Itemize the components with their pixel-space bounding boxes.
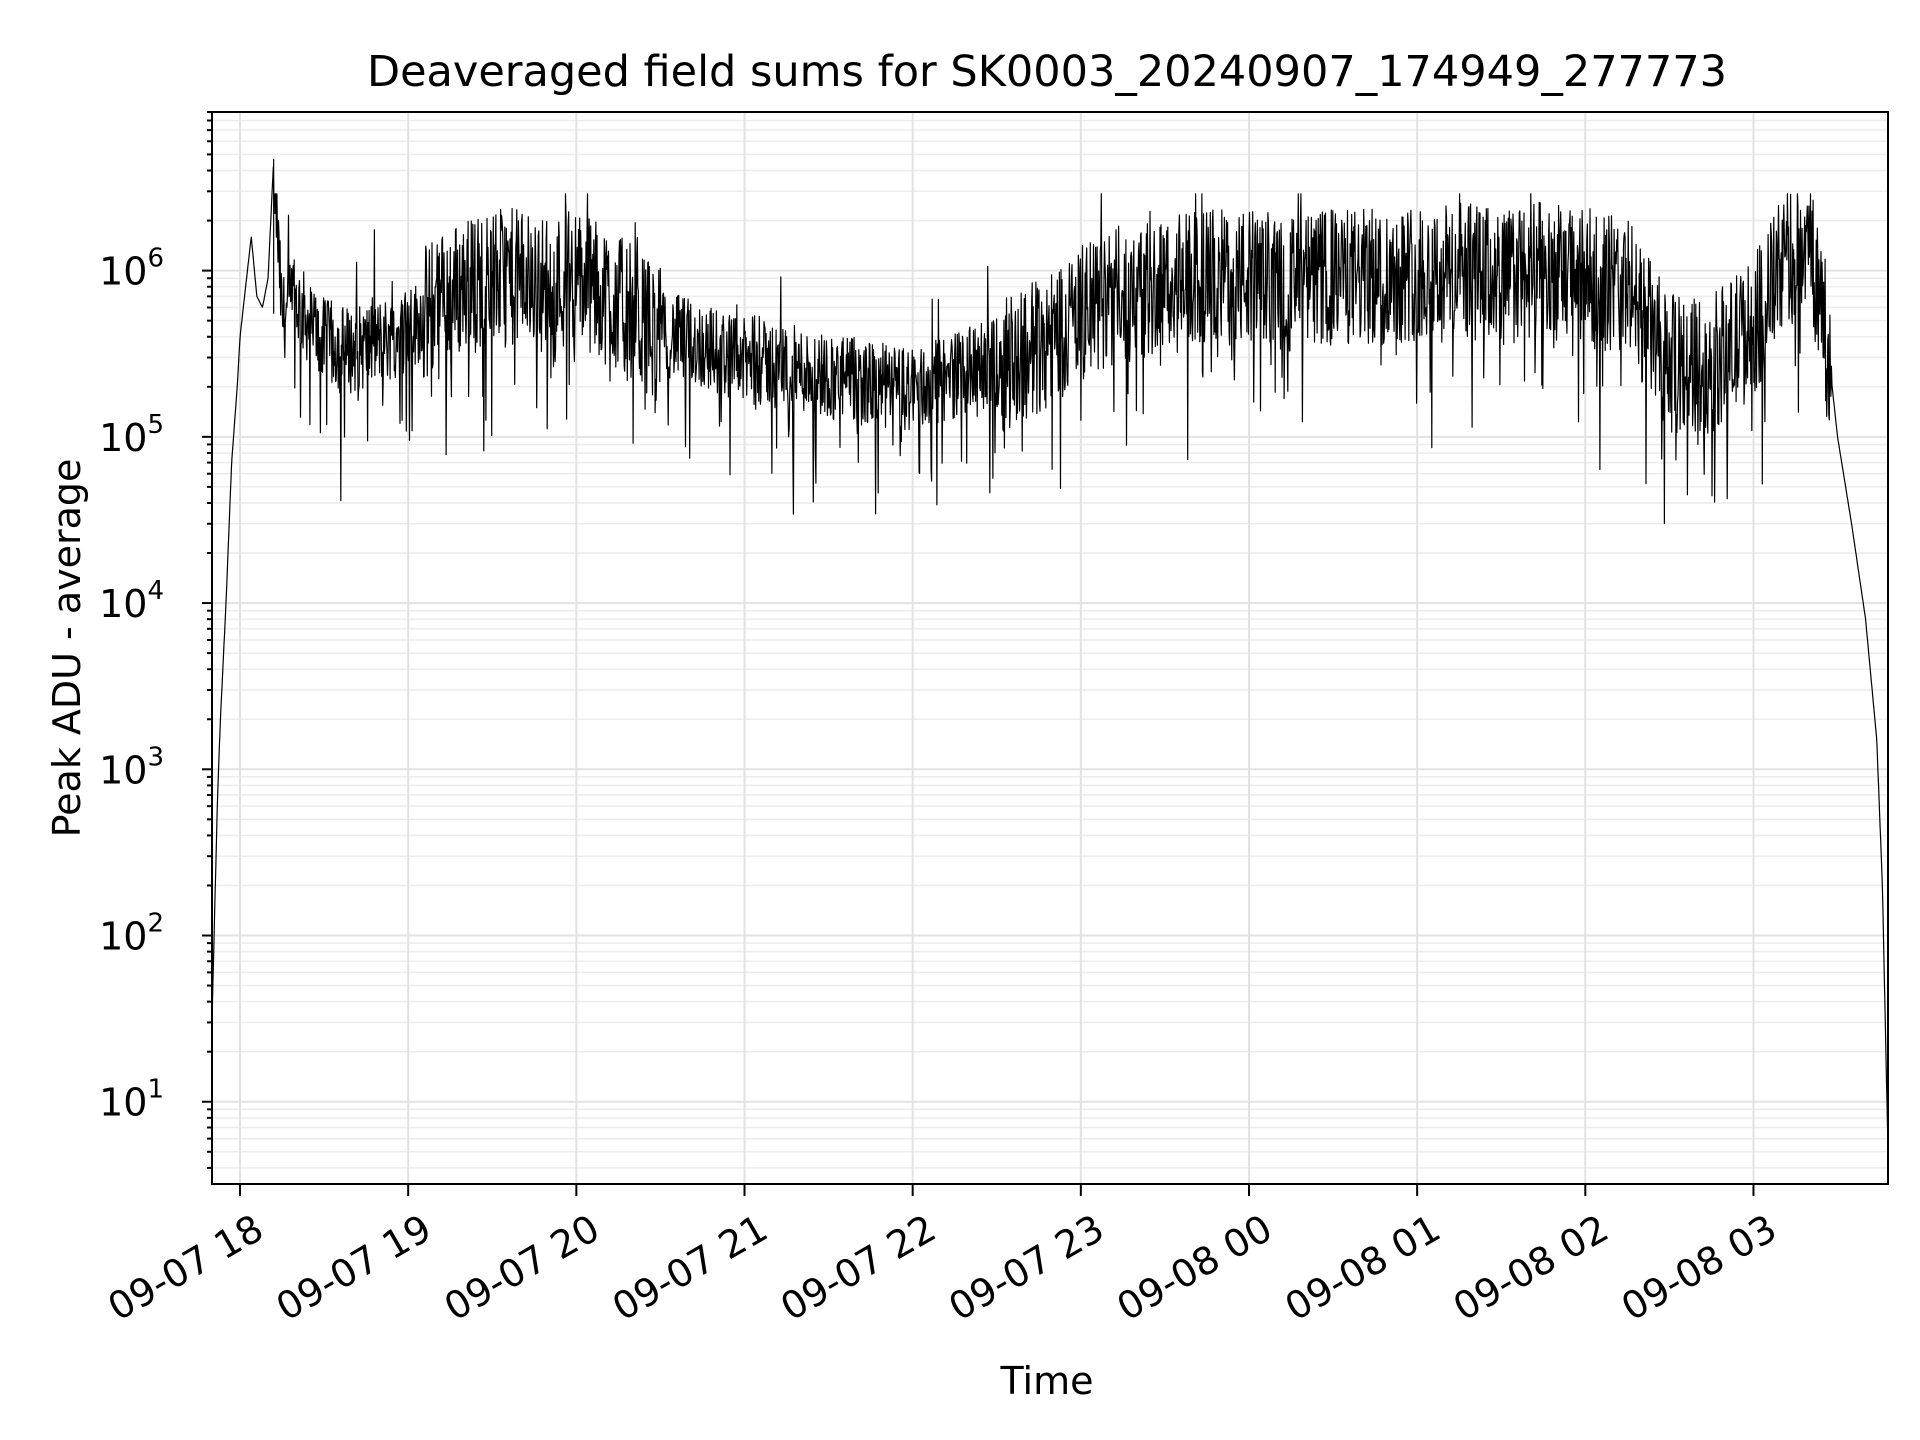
y-tick-base: 10 [99, 250, 147, 294]
y-tick-base: 10 [99, 582, 147, 626]
y-tick-base: 10 [99, 915, 147, 959]
y-tick-base: 10 [99, 748, 147, 792]
y-tick-exponent: 1 [147, 1075, 164, 1105]
y-tick-label: 102 [99, 909, 164, 959]
series-line [211, 166, 1889, 1152]
y-tick-exponent: 3 [147, 742, 164, 772]
y-tick-label: 104 [99, 576, 164, 626]
ticks [202, 111, 1755, 1196]
y-tick-label: 106 [99, 244, 164, 294]
series-layer [211, 158, 1889, 1152]
y-tick-exponent: 5 [147, 410, 164, 440]
y-axis-label: Peak ADU - average [45, 459, 89, 838]
x-axis-label: Time [1000, 1359, 1094, 1403]
y-tick-label: 103 [99, 742, 164, 792]
y-tick-label: 101 [99, 1075, 164, 1125]
y-tick-base: 10 [99, 416, 147, 460]
y-tick-label: 105 [99, 410, 164, 460]
chart-title: Deaveraged field sums for SK0003_2024090… [367, 47, 1727, 97]
y-tick-exponent: 4 [147, 576, 164, 606]
y-tick-exponent: 2 [147, 909, 164, 939]
grid [212, 111, 1888, 1184]
y-tick-base: 10 [99, 1081, 147, 1125]
plot-frame [211, 111, 1889, 1185]
y-tick-exponent: 6 [147, 244, 164, 274]
